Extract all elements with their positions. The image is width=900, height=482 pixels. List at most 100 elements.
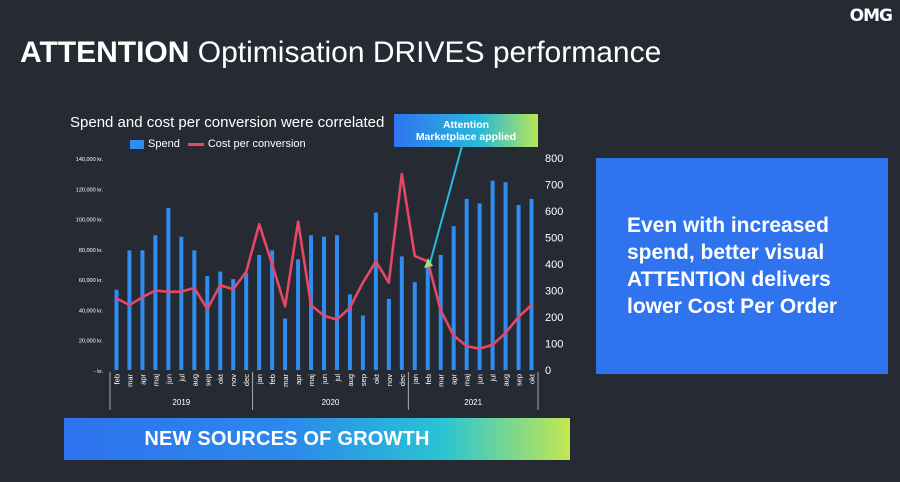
x-tick-label: maj [463, 374, 472, 386]
x-tick-label: maj [151, 374, 160, 386]
spend-bar [283, 318, 288, 370]
x-tick-label: nov [385, 374, 394, 386]
spend-bar [140, 250, 145, 370]
y-left-tick-label: 120,000 kr. [76, 187, 104, 193]
insight-panel: Even with increased spend, better visual… [596, 158, 888, 374]
spend-bar [244, 273, 249, 370]
legend-item-spend: Spend [130, 138, 180, 150]
y-right-tick-label: 700 [545, 180, 563, 192]
x-tick-label: apr [294, 374, 303, 385]
spend-bar [516, 204, 521, 370]
x-tick-label: jan [255, 374, 264, 385]
callout-arrow-head [424, 258, 433, 268]
spend-bar [114, 289, 119, 370]
x-tick-label: jun [320, 374, 329, 385]
spend-bar [257, 254, 262, 370]
x-tick-label: jun [476, 374, 485, 385]
legend-label-spend: Spend [148, 138, 180, 150]
spend-bar [296, 259, 301, 370]
x-tick-label: sep [359, 374, 368, 386]
y-right-tick-label: 800 [545, 153, 563, 165]
spend-bar [231, 279, 236, 370]
callout-arrow-line [429, 145, 463, 264]
spend-bar [347, 294, 352, 370]
x-tick-label: mar [125, 374, 134, 387]
y-left-tick-label: 140,000 kr. [76, 157, 104, 163]
insight-text: Even with increased spend, better visual… [627, 214, 838, 318]
x-tick-label: jul [489, 374, 498, 383]
y-left-tick-label: 40,000 kr. [79, 308, 104, 314]
x-tick-label: mar [281, 374, 290, 387]
x-tick-label: maj [307, 374, 316, 386]
spend-bar [529, 198, 534, 370]
y-left-tick-label: 20,000 kr. [79, 339, 104, 345]
x-tick-label: mar [437, 374, 446, 387]
x-tick-label: feb [424, 374, 433, 384]
spend-bar [360, 315, 365, 370]
x-tick-label: sep [515, 374, 524, 386]
x-tick-label: apr [138, 374, 147, 385]
y-right-tick-label: 200 [545, 312, 563, 324]
y-left-tick-label: - kr. [94, 369, 104, 375]
callout-line-2: Marketplace applied [415, 130, 517, 143]
spend-bar [179, 236, 184, 370]
legend-swatch-spend [130, 139, 144, 149]
spend-bar [373, 212, 378, 370]
y-left-tick-label: 60,000 kr. [79, 278, 104, 284]
x-group-label: 2020 [322, 398, 340, 407]
x-tick-label: sep [203, 374, 212, 386]
x-tick-label: dec [242, 374, 251, 386]
omg-logo: OMG [849, 6, 893, 26]
x-tick-label: jun [164, 374, 173, 385]
cpc-line [115, 172, 533, 351]
spend-bar [166, 207, 171, 370]
callout-line-1: Attention [442, 118, 490, 131]
x-tick-label: dec [398, 374, 407, 386]
spend-bar [464, 198, 469, 370]
x-tick-label: okt [528, 373, 537, 384]
x-group-label: 2021 [464, 398, 482, 407]
x-tick-label: okt [216, 373, 225, 384]
title-rest: Optimisation DRIVES performance [189, 36, 662, 69]
y-right-tick-label: 0 [545, 365, 551, 377]
spend-bar [127, 250, 132, 370]
y-right-tick-label: 300 [545, 286, 563, 298]
spend-bar [412, 282, 417, 370]
spend-bar [386, 298, 391, 370]
y-right-tick-label: 600 [545, 206, 563, 218]
spend-bar [153, 235, 158, 370]
x-tick-label: aug [346, 374, 355, 387]
spend-bar [399, 256, 404, 370]
x-tick-label: okt [372, 373, 381, 384]
x-tick-label: feb [268, 374, 277, 384]
x-tick-label: feb [112, 374, 121, 384]
spend-bar [205, 276, 210, 370]
x-tick-label: jul [177, 374, 186, 383]
spend-bar [425, 265, 430, 370]
page-title: ATTENTION Optimisation DRIVES performanc… [20, 36, 661, 70]
x-tick-label: nov [229, 374, 238, 386]
y-left-tick-label: 80,000 kr. [79, 248, 104, 254]
x-tick-label: apr [450, 374, 459, 385]
spend-bar [270, 250, 275, 370]
growth-banner: NEW SOURCES OF GROWTH [64, 418, 570, 460]
spend-bar [451, 226, 456, 370]
y-right-tick-label: 100 [545, 339, 563, 351]
spend-bar [477, 203, 482, 370]
legend-swatch-cpc [187, 142, 204, 146]
y-right-tick-label: 500 [545, 233, 563, 245]
y-right-tick-label: 400 [545, 259, 563, 271]
legend-label-cpc: Cost per conversion [207, 138, 306, 150]
spend-bar [490, 180, 495, 370]
attention-callout: Attention Marketplace applied [394, 114, 538, 147]
spend-bar [192, 250, 197, 370]
spend-bar [334, 235, 339, 370]
x-tick-label: aug [190, 374, 199, 387]
x-tick-label: jul [333, 374, 342, 383]
title-strong: ATTENTION [20, 36, 190, 69]
y-left-tick-label: 100,000 kr. [76, 218, 104, 224]
spend-bar [218, 271, 223, 370]
chart-title: Spend and cost per conversion were corre… [70, 114, 385, 131]
x-tick-label: jan [411, 374, 420, 385]
